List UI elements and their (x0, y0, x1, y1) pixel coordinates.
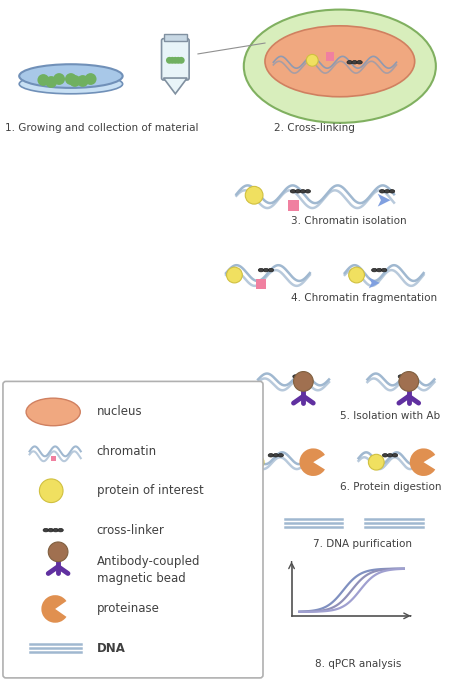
Circle shape (46, 76, 57, 88)
Circle shape (85, 73, 97, 85)
Circle shape (306, 54, 318, 67)
Ellipse shape (347, 60, 352, 64)
Circle shape (53, 73, 65, 85)
Ellipse shape (263, 268, 269, 272)
Ellipse shape (300, 189, 306, 193)
Ellipse shape (268, 268, 273, 272)
Ellipse shape (291, 189, 296, 193)
Ellipse shape (43, 528, 48, 532)
Bar (326, 52, 335, 61)
Text: DNA: DNA (97, 642, 126, 655)
Wedge shape (410, 449, 435, 476)
Ellipse shape (357, 60, 362, 64)
Ellipse shape (389, 189, 395, 193)
Ellipse shape (268, 453, 273, 457)
Ellipse shape (408, 375, 413, 378)
Circle shape (175, 57, 182, 64)
Text: 1. Growing and collection of material: 1. Growing and collection of material (5, 123, 199, 133)
Text: nucleus: nucleus (97, 405, 142, 418)
Ellipse shape (273, 453, 279, 457)
Ellipse shape (398, 375, 403, 378)
Ellipse shape (295, 189, 301, 193)
Circle shape (248, 454, 264, 470)
Text: chromatin: chromatin (97, 445, 156, 458)
Ellipse shape (278, 453, 283, 457)
Wedge shape (41, 595, 66, 623)
Ellipse shape (48, 528, 54, 532)
Text: protein of interest: protein of interest (97, 484, 203, 497)
Circle shape (178, 57, 185, 64)
Text: Antibody-coupled
magnetic bead: Antibody-coupled magnetic bead (97, 554, 200, 584)
Ellipse shape (403, 375, 409, 378)
Ellipse shape (380, 189, 385, 193)
Bar (51, 456, 55, 461)
Circle shape (172, 57, 179, 64)
Bar (288, 200, 299, 211)
Circle shape (227, 267, 242, 283)
Ellipse shape (383, 453, 388, 457)
Circle shape (349, 267, 365, 283)
FancyBboxPatch shape (3, 381, 263, 678)
Text: proteinase: proteinase (97, 602, 159, 615)
Ellipse shape (387, 453, 393, 457)
Text: 8. qPCR analysis: 8. qPCR analysis (315, 659, 401, 669)
Circle shape (48, 542, 68, 562)
Ellipse shape (298, 375, 303, 378)
Ellipse shape (26, 398, 80, 426)
Ellipse shape (372, 268, 377, 272)
Ellipse shape (392, 453, 398, 457)
Circle shape (37, 74, 49, 86)
Circle shape (399, 372, 419, 391)
Ellipse shape (302, 375, 308, 378)
Circle shape (65, 73, 77, 85)
Ellipse shape (384, 189, 390, 193)
Text: 2. Cross-linking: 2. Cross-linking (274, 123, 355, 133)
Circle shape (245, 187, 263, 204)
Ellipse shape (19, 74, 123, 94)
Ellipse shape (305, 189, 310, 193)
Text: 6. Protein digestion: 6. Protein digestion (340, 482, 441, 492)
FancyBboxPatch shape (162, 38, 189, 80)
Ellipse shape (258, 268, 264, 272)
Ellipse shape (382, 268, 387, 272)
Circle shape (39, 479, 63, 503)
Circle shape (368, 454, 384, 470)
Ellipse shape (352, 60, 357, 64)
Ellipse shape (19, 64, 123, 88)
Polygon shape (378, 193, 391, 206)
Ellipse shape (58, 528, 64, 532)
Circle shape (169, 57, 176, 64)
Polygon shape (369, 278, 380, 288)
Ellipse shape (53, 528, 58, 532)
Circle shape (166, 57, 173, 64)
Text: 3. Chromatin isolation: 3. Chromatin isolation (291, 216, 406, 226)
Ellipse shape (244, 10, 436, 123)
Text: 5. Isolation with Ab: 5. Isolation with Ab (340, 411, 440, 421)
Circle shape (293, 372, 313, 391)
Ellipse shape (376, 268, 382, 272)
Ellipse shape (293, 375, 298, 378)
Polygon shape (164, 78, 187, 94)
Bar (256, 279, 266, 289)
Text: 4. Chromatin fragmentation: 4. Chromatin fragmentation (291, 293, 437, 303)
Wedge shape (300, 449, 325, 476)
Text: 7. DNA purification: 7. DNA purification (313, 539, 412, 549)
Ellipse shape (265, 26, 415, 97)
Circle shape (77, 75, 89, 87)
Circle shape (69, 75, 81, 87)
Bar (164, 34, 187, 40)
Text: cross-linker: cross-linker (97, 523, 164, 536)
